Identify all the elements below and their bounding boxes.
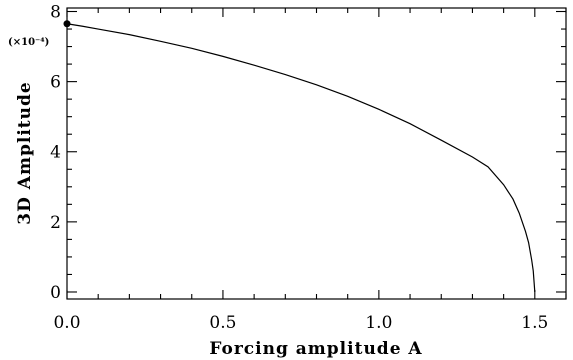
y-tick-label: 4 <box>50 143 61 163</box>
y-scale-note: (×10⁻⁴) <box>8 37 49 48</box>
tick-labels: 0.0 0.5 1.0 1.5 0 2 4 6 8 <box>50 3 548 333</box>
y-tick-label: 0 <box>50 283 61 303</box>
marker-group <box>63 20 71 28</box>
x-tick-label: 1.0 <box>365 313 392 333</box>
y-tick-label: 2 <box>50 213 61 233</box>
y-tick-label: 8 <box>50 3 61 23</box>
start-marker <box>63 20 71 28</box>
axis-ticks <box>66 8 567 299</box>
x-axis-title: Forcing amplitude A <box>209 339 422 359</box>
x-tick-label: 0.5 <box>209 313 236 333</box>
x-tick-label: 1.5 <box>521 313 548 333</box>
x-tick-label: 0.0 <box>53 313 80 333</box>
y-axis-title: 3D Amplitude <box>15 81 35 224</box>
series-line <box>66 23 536 293</box>
plot-frame <box>66 7 567 300</box>
y-tick-label: 6 <box>50 73 61 93</box>
